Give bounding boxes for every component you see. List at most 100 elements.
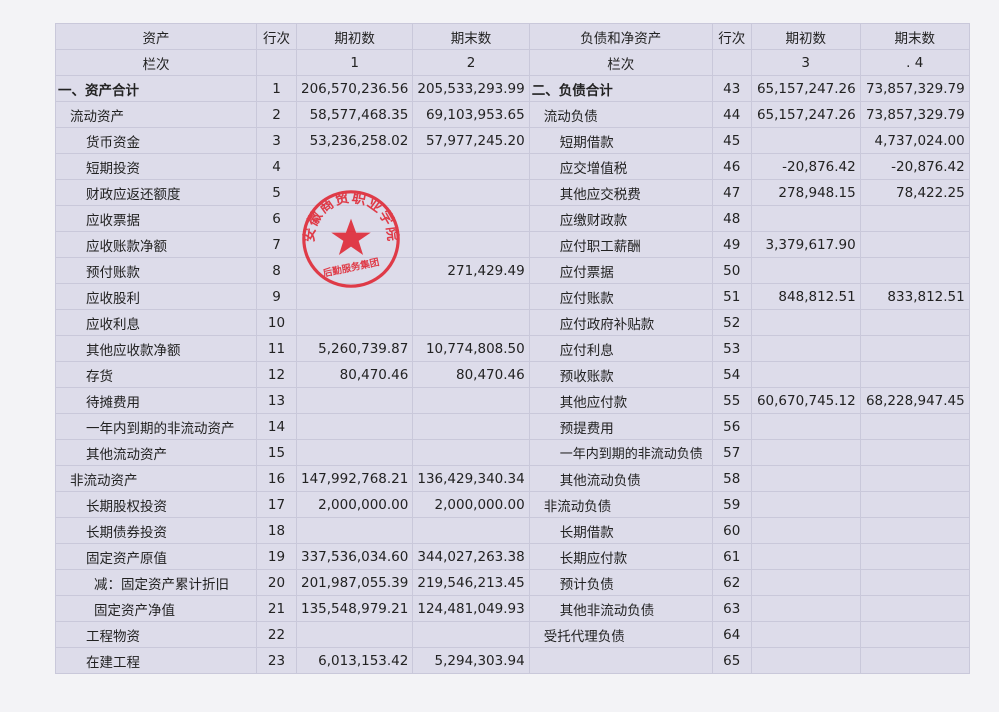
asset-label: 存货 bbox=[55, 361, 257, 388]
line-number: 56 bbox=[711, 413, 752, 440]
line-number: 21 bbox=[256, 595, 297, 622]
end-value bbox=[859, 413, 970, 440]
end-value bbox=[859, 517, 970, 544]
column-label: 栏次 bbox=[528, 49, 713, 76]
table-row: 货币资金 3 53,236,258.02 57,977,245.20 短期借款 45 4,7… bbox=[55, 127, 970, 154]
liability-label: 其他流动负债 bbox=[528, 465, 713, 492]
table-row: 工程物资 22 受托代理负债 64 bbox=[55, 621, 970, 648]
table-row: 应收股利 9 应付账款 51 848,812.51 833,812.51 bbox=[55, 283, 970, 310]
end-value bbox=[412, 413, 530, 440]
line-number: 65 bbox=[711, 647, 752, 674]
asset-label: 在建工程 bbox=[55, 647, 257, 674]
line-number: 44 bbox=[711, 101, 752, 128]
begin-value bbox=[295, 179, 414, 206]
begin-value: 6,013,153.42 bbox=[295, 647, 414, 674]
line-number: 46 bbox=[711, 153, 752, 180]
line-number: 14 bbox=[256, 413, 297, 440]
liability-label: 应交增值税 bbox=[528, 153, 713, 180]
table-row: 流动资产 2 58,577,468.35 69,103,953.65 流动负债 44 65,… bbox=[55, 101, 970, 128]
line-number: 63 bbox=[711, 595, 752, 622]
begin-value bbox=[295, 257, 414, 284]
liability-label bbox=[528, 647, 713, 674]
line-number: 16 bbox=[256, 465, 297, 492]
column-number: . 4 bbox=[859, 49, 970, 76]
begin-value bbox=[295, 387, 414, 414]
asset-label: 一、资产合计 bbox=[55, 75, 257, 102]
liability-label: 其他应交税费 bbox=[528, 179, 713, 206]
liability-label: 预收账款 bbox=[528, 361, 713, 388]
begin-value: 80,470.46 bbox=[295, 361, 414, 388]
end-value: 73,857,329.79 bbox=[859, 101, 970, 128]
end-value: 57,977,245.20 bbox=[412, 127, 530, 154]
end-value bbox=[412, 231, 530, 258]
asset-label: 应收利息 bbox=[55, 309, 257, 336]
line-number: 11 bbox=[256, 335, 297, 362]
begin-value bbox=[295, 153, 414, 180]
line-number: 12 bbox=[256, 361, 297, 388]
liability-label: 其他非流动负债 bbox=[528, 595, 713, 622]
asset-label: 长期债券投资 bbox=[55, 517, 257, 544]
begin-value bbox=[750, 595, 861, 622]
line-number: 50 bbox=[711, 257, 752, 284]
table-row: 应收票据 6 应缴财政款 48 bbox=[55, 205, 970, 232]
asset-label: 待摊费用 bbox=[55, 387, 257, 414]
begin-value: 147,992,768.21 bbox=[295, 465, 414, 492]
liability-label: 应缴财政款 bbox=[528, 205, 713, 232]
begin-value: 337,536,034.60 bbox=[295, 543, 414, 570]
line-number: 8 bbox=[256, 257, 297, 284]
begin-value: 60,670,745.12 bbox=[750, 387, 861, 414]
liability-label: 应付票据 bbox=[528, 257, 713, 284]
begin-value bbox=[750, 543, 861, 570]
end-value bbox=[859, 205, 970, 232]
table-row: 长期债券投资 18 长期借款 60 bbox=[55, 517, 970, 544]
begin-value: 65,157,247.26 bbox=[750, 75, 861, 102]
end-value: 219,546,213.45 bbox=[412, 569, 530, 596]
end-value: 205,533,293.99 bbox=[412, 75, 530, 102]
table-row: 其他应收款净额 11 5,260,739.87 10,774,808.50 应付利息 53 bbox=[55, 335, 970, 362]
end-value bbox=[859, 231, 970, 258]
end-value bbox=[412, 387, 530, 414]
asset-label: 非流动资产 bbox=[55, 465, 257, 492]
end-value: 833,812.51 bbox=[859, 283, 970, 310]
liability-label: 应付政府补贴款 bbox=[528, 309, 713, 336]
end-value bbox=[859, 465, 970, 492]
liability-label: 长期借款 bbox=[528, 517, 713, 544]
line-number: 22 bbox=[256, 621, 297, 648]
begin-value bbox=[750, 257, 861, 284]
end-value bbox=[859, 647, 970, 674]
asset-label: 减：固定资产累计折旧 bbox=[55, 569, 257, 596]
begin-value bbox=[750, 127, 861, 154]
line-number: 64 bbox=[711, 621, 752, 648]
liability-label: 二、负债合计 bbox=[528, 75, 713, 102]
begin-value: 53,236,258.02 bbox=[295, 127, 414, 154]
asset-label: 固定资产原值 bbox=[55, 543, 257, 570]
asset-label: 财政应返还额度 bbox=[55, 179, 257, 206]
line-number: 48 bbox=[711, 205, 752, 232]
line-number: 6 bbox=[256, 205, 297, 232]
end-value: 5,294,303.94 bbox=[412, 647, 530, 674]
asset-label: 长期股权投资 bbox=[55, 491, 257, 518]
line-header: 行次 bbox=[256, 23, 297, 50]
end-value bbox=[412, 439, 530, 466]
end-value bbox=[859, 335, 970, 362]
end-value bbox=[859, 491, 970, 518]
line-number: 10 bbox=[256, 309, 297, 336]
begin-value: 2,000,000.00 bbox=[295, 491, 414, 518]
end-value: 73,857,329.79 bbox=[859, 75, 970, 102]
begin-value bbox=[750, 439, 861, 466]
end-value bbox=[412, 283, 530, 310]
end-value: 136,429,340.34 bbox=[412, 465, 530, 492]
line-number: 49 bbox=[711, 231, 752, 258]
begin-value: 65,157,247.26 bbox=[750, 101, 861, 128]
begin-value: -20,876.42 bbox=[750, 153, 861, 180]
asset-label: 应收账款净额 bbox=[55, 231, 257, 258]
line-header: 行次 bbox=[711, 23, 752, 50]
line-number: 45 bbox=[711, 127, 752, 154]
asset-label: 预付账款 bbox=[55, 257, 257, 284]
liabilities-header: 负债和净资产 bbox=[528, 23, 713, 50]
end-value bbox=[859, 543, 970, 570]
begin-header: 期初数 bbox=[750, 23, 861, 50]
begin-value: 848,812.51 bbox=[750, 283, 861, 310]
begin-value: 206,570,236.56 bbox=[295, 75, 414, 102]
liability-label: 应付职工薪酬 bbox=[528, 231, 713, 258]
